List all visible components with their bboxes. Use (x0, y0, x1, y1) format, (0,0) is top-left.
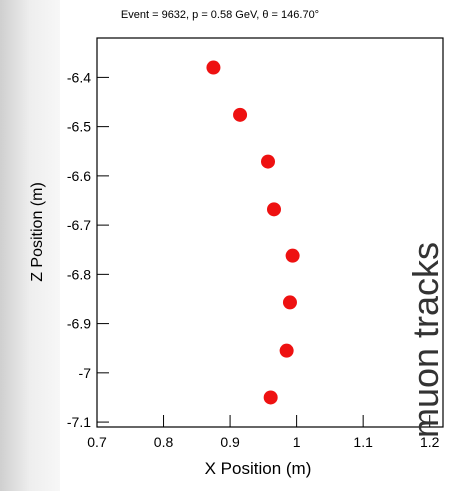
x-tick-label: 1.2 (420, 434, 440, 450)
y-tick-label: -6.9 (67, 316, 91, 332)
y-tick-label: -7.1 (67, 414, 91, 430)
annotation: muon tracks (405, 242, 446, 438)
background-photo (0, 0, 60, 491)
data-point (282, 295, 297, 310)
y-tick-label: -6.7 (67, 217, 91, 233)
data-point (261, 154, 276, 169)
data-point (279, 343, 294, 358)
x-tick-label: 0.9 (220, 434, 240, 450)
data-point (206, 60, 221, 75)
plot-frame (96, 37, 444, 428)
chart-title: Event = 9632, p = 0.58 GeV, θ = 146.70° (121, 9, 319, 21)
data-point (285, 248, 300, 263)
y-tick-label: -6.6 (67, 168, 91, 184)
x-tick-label: 1 (293, 434, 301, 450)
x-tick-label: 1.1 (353, 434, 373, 450)
y-tick-label: -6.4 (67, 69, 91, 85)
y-axis-label: Z Position (m) (29, 182, 46, 282)
y-tick-label: -6.8 (67, 266, 91, 282)
y-tick-label: -7 (79, 365, 92, 381)
data-point (263, 390, 278, 405)
marks: -6.4 -6.5 -6.6 -6.7 -6.8 -6.9 -7 -7.1 0.7 0.8 0.9 1… (67, 60, 440, 450)
data-point (266, 202, 281, 217)
x-tick-label: 0.8 (154, 434, 174, 450)
x-axis-label: X Position (m) (205, 459, 312, 478)
data-point (233, 107, 248, 122)
y-tick-label: -6.5 (67, 119, 91, 135)
x-tick-label: 0.7 (87, 434, 107, 450)
